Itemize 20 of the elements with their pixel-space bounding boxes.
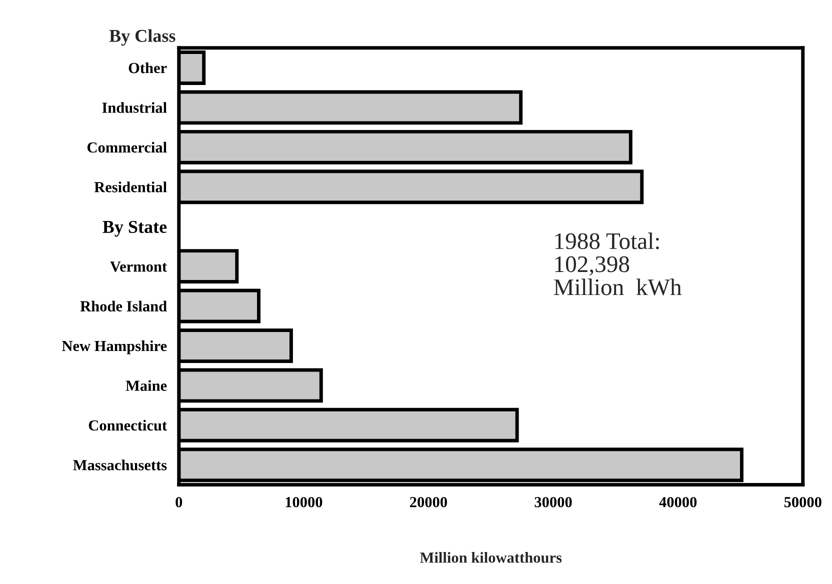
x-tick-label: 0 <box>176 496 182 508</box>
y-tick-label: Connecticut <box>88 420 168 431</box>
x-tick-label: 30000 <box>534 496 572 508</box>
y-tick-label: Rhode Island <box>80 300 167 312</box>
annotation: 1988 Total: 102,398 Million kWh <box>554 232 682 296</box>
x-tick-label: 50000 <box>784 496 822 508</box>
x-tick-label: 20000 <box>410 496 447 508</box>
y-tick-label: Massachusetts <box>73 460 167 470</box>
x-tick-label: 10000 <box>286 496 322 508</box>
y-tick-label: New Hampshire <box>62 340 167 354</box>
y-tick-label: By State <box>102 220 167 237</box>
y-tick-label: Commercial <box>87 142 167 153</box>
x-tick-label: 40000 <box>659 496 697 508</box>
y-tick-label: Maine <box>126 380 167 391</box>
y-tick-label: Other <box>128 62 167 74</box>
y-tick-label: Residential <box>94 182 167 192</box>
text: By Class <box>109 29 176 46</box>
x-axis-title: Million kilowatthours <box>420 552 562 563</box>
y-tick-label: Industrial <box>102 102 167 113</box>
y-tick-label: Vermont <box>110 262 168 272</box>
